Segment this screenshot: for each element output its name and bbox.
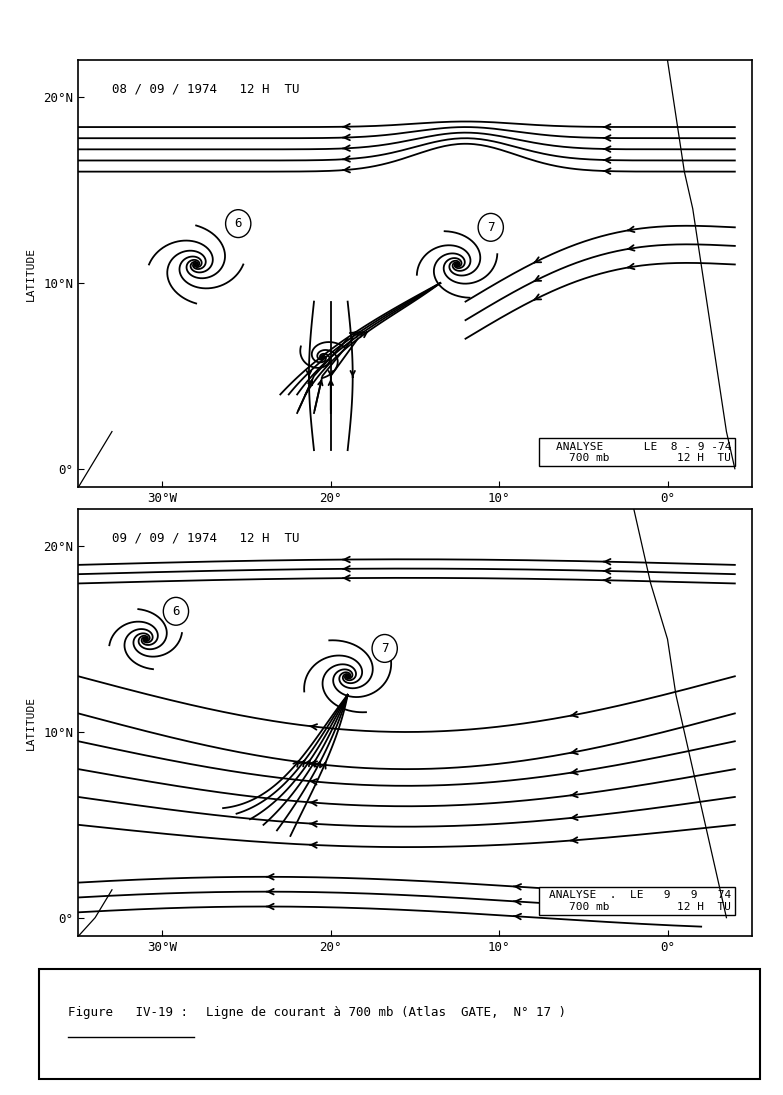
Text: 08 / 09 / 1974   12 H  TU: 08 / 09 / 1974 12 H TU <box>112 82 299 95</box>
Text: LATITUDE: LATITUDE <box>27 695 36 750</box>
Text: 6: 6 <box>234 217 242 230</box>
Text: LATITUDE: LATITUDE <box>27 246 36 301</box>
Text: 6: 6 <box>172 604 179 618</box>
Text: Ligne de courant à 700 mb (Atlas  GATE,  N° 17 ): Ligne de courant à 700 mb (Atlas GATE, N… <box>176 1006 566 1019</box>
Text: 7: 7 <box>487 221 495 234</box>
FancyBboxPatch shape <box>39 969 760 1079</box>
Text: 09 / 09 / 1974   12 H  TU: 09 / 09 / 1974 12 H TU <box>112 531 299 544</box>
Text: 7: 7 <box>381 642 388 655</box>
Text: Figure   IV-19 :: Figure IV-19 : <box>68 1006 188 1019</box>
Text: ANALYSE  .  LE   9   9   74
    700 mb          12 H  TU: ANALYSE . LE 9 9 74 700 mb 12 H TU <box>543 890 731 912</box>
Text: ANALYSE      LE  8 - 9 -74
    700 mb          12 H  TU: ANALYSE LE 8 - 9 -74 700 mb 12 H TU <box>543 441 731 463</box>
